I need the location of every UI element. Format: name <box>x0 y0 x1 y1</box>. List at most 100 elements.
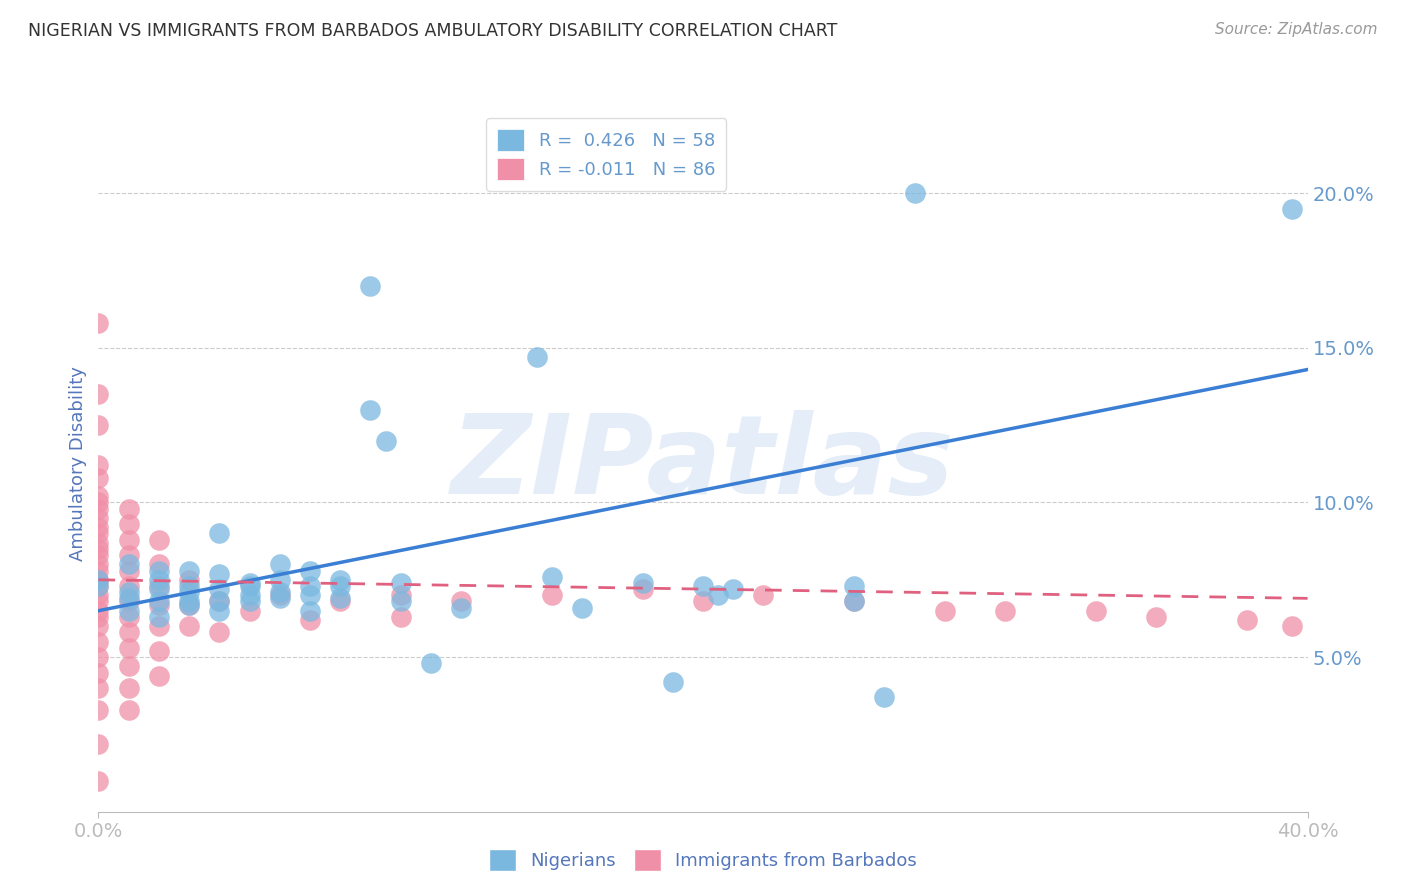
Point <box>299 604 322 618</box>
Point <box>177 573 201 587</box>
Point <box>87 650 110 665</box>
Point <box>118 625 141 640</box>
Point <box>148 619 170 633</box>
Point <box>148 594 170 608</box>
Point <box>631 582 654 596</box>
Point <box>87 316 110 330</box>
Point <box>389 610 412 624</box>
Point <box>360 279 382 293</box>
Point <box>299 613 322 627</box>
Point <box>87 471 110 485</box>
Point <box>329 591 352 606</box>
Point <box>631 575 654 590</box>
Point <box>118 681 141 695</box>
Point <box>87 594 110 608</box>
Point <box>994 604 1017 618</box>
Point <box>873 690 896 705</box>
Point <box>1281 619 1303 633</box>
Point <box>526 350 548 364</box>
Point <box>118 558 141 572</box>
Point <box>118 640 141 655</box>
Point <box>239 604 262 618</box>
Point <box>148 668 170 682</box>
Point <box>329 573 352 587</box>
Point <box>269 591 291 606</box>
Point <box>389 588 412 602</box>
Point <box>148 598 170 612</box>
Point <box>177 579 201 593</box>
Point <box>87 703 110 717</box>
Point <box>118 548 141 562</box>
Point <box>87 564 110 578</box>
Legend: R =  0.426   N = 58, R = -0.011   N = 86: R = 0.426 N = 58, R = -0.011 N = 86 <box>486 118 725 191</box>
Point <box>177 598 201 612</box>
Point <box>208 594 231 608</box>
Point <box>87 501 110 516</box>
Point <box>87 489 110 503</box>
Point <box>177 564 201 578</box>
Point <box>540 570 562 584</box>
Point <box>389 594 412 608</box>
Point <box>904 186 927 201</box>
Legend: Nigerians, Immigrants from Barbados: Nigerians, Immigrants from Barbados <box>481 842 925 879</box>
Point <box>87 579 110 593</box>
Point <box>208 604 231 618</box>
Point <box>269 573 291 587</box>
Point <box>269 558 291 572</box>
Point <box>661 674 683 689</box>
Point <box>844 594 866 608</box>
Point <box>87 610 110 624</box>
Point <box>450 594 472 608</box>
Point <box>87 535 110 549</box>
Point <box>87 773 110 788</box>
Point <box>299 588 322 602</box>
Point <box>87 573 110 587</box>
Point <box>177 585 201 599</box>
Point <box>87 665 110 680</box>
Point <box>692 579 714 593</box>
Point <box>87 520 110 534</box>
Point <box>1236 613 1258 627</box>
Point <box>87 387 110 401</box>
Point <box>118 659 141 673</box>
Point <box>87 573 110 587</box>
Text: ZIPatlas: ZIPatlas <box>451 410 955 517</box>
Point <box>329 579 352 593</box>
Point <box>208 566 231 581</box>
Point <box>87 548 110 562</box>
Point <box>419 657 441 671</box>
Point <box>118 564 141 578</box>
Point <box>571 600 593 615</box>
Point <box>148 644 170 658</box>
Point <box>844 579 866 593</box>
Point <box>118 579 141 593</box>
Point <box>374 434 396 448</box>
Point <box>87 619 110 633</box>
Point <box>844 594 866 608</box>
Point <box>118 591 141 606</box>
Point <box>118 517 141 532</box>
Point <box>360 402 382 417</box>
Point <box>118 604 141 618</box>
Point <box>692 594 714 608</box>
Point <box>118 501 141 516</box>
Y-axis label: Ambulatory Disability: Ambulatory Disability <box>69 367 87 561</box>
Point <box>269 588 291 602</box>
Point <box>239 588 262 602</box>
Point <box>177 594 201 608</box>
Point <box>87 588 110 602</box>
Point <box>148 582 170 596</box>
Point <box>148 573 170 587</box>
Point <box>87 604 110 618</box>
Point <box>148 533 170 547</box>
Point <box>389 575 412 590</box>
Point <box>87 681 110 695</box>
Point <box>721 582 744 596</box>
Point <box>752 588 775 602</box>
Point <box>1144 610 1167 624</box>
Point <box>87 579 110 593</box>
Point <box>239 579 262 593</box>
Point <box>269 585 291 599</box>
Point <box>329 594 352 608</box>
Point <box>87 526 110 541</box>
